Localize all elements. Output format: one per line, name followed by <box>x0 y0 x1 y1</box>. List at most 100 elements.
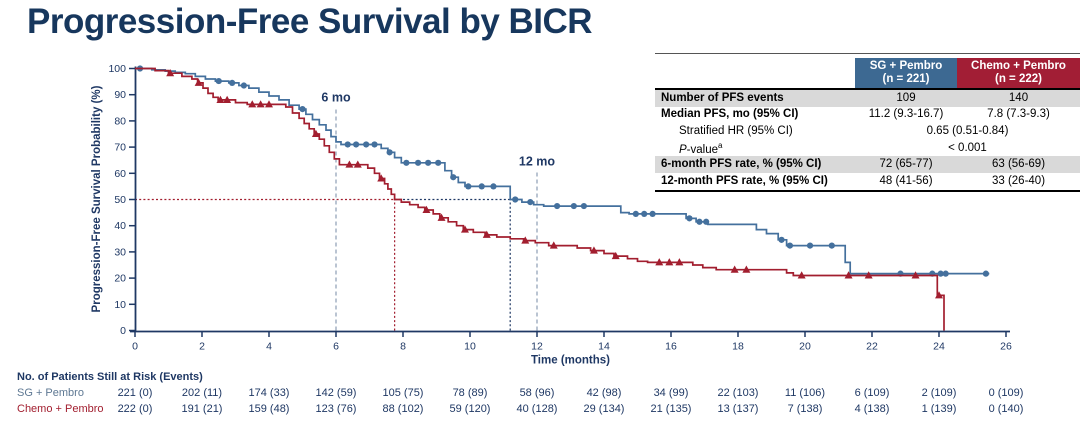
at-risk-value: 59 (120) <box>449 403 491 415</box>
stats-row: Stratified HR (95% CI) 0.65 (0.51-0.84) <box>655 123 1080 140</box>
at-risk-value: 159 (48) <box>248 403 290 415</box>
censor-mark-circle <box>942 270 949 277</box>
x-tick-label: 10 <box>464 341 476 353</box>
censor-mark-triangle <box>864 271 873 279</box>
y-tick-label: 90 <box>114 89 126 101</box>
censor-mark-triangle <box>353 160 362 168</box>
stats-table-body: Number of PFS events 109 140 Median PFS, mo… <box>655 90 1080 192</box>
stats-row-label: Stratified HR (95% CI) <box>679 124 793 137</box>
censor-mark-circle <box>778 236 785 243</box>
censor-mark-circle <box>450 174 457 181</box>
censor-mark-circle <box>371 141 378 148</box>
km-curve-chemo-pembro <box>135 67 945 331</box>
censor-mark-circle <box>570 202 577 210</box>
stats-value-sg: 109 <box>896 91 916 104</box>
x-tick-label: 22 <box>866 341 878 353</box>
x-tick-label: 20 <box>799 341 811 353</box>
censor-mark-triangle <box>460 225 469 233</box>
stats-row-label: 6-month PFS rate, % (95% CI) <box>661 158 822 171</box>
stats-column-header-sg: SG + Pembro (n = 221) <box>855 58 957 88</box>
censor-mark-circle <box>806 242 814 249</box>
x-tick-label: 18 <box>732 341 744 353</box>
at-risk-header: No. of Patients Still at Risk (Events) <box>17 371 203 383</box>
annotation-12mo: 12 mo <box>519 155 555 169</box>
stats-value-chemo: 63 (56-69) <box>991 158 1046 171</box>
stats-row: Median PFS, mo (95% CI) 11.2 (9.3-16.7) 7.… <box>655 107 1080 124</box>
x-tick-label: 2 <box>199 341 205 353</box>
censor-mark-triangle <box>730 265 739 273</box>
y-tick-label: 30 <box>114 246 126 258</box>
censor-mark-circle <box>299 106 306 113</box>
at-risk-group-label: SG + Pembro <box>17 387 84 399</box>
at-risk-value: 58 (96) <box>519 387 555 399</box>
x-tick-label: 24 <box>933 341 945 353</box>
at-risk-value: 1 (139) <box>921 403 957 415</box>
at-risk-value: 202 (11) <box>181 387 223 399</box>
censor-mark-circle <box>229 79 236 87</box>
y-tick-label: 20 <box>114 273 126 285</box>
censor-mark-circle <box>641 210 648 218</box>
stats-value-sg: 11.2 (9.3-16.7) <box>868 108 944 121</box>
censor-mark-circle <box>490 183 497 190</box>
km-curve-sg-pembro <box>135 67 990 275</box>
x-tick-label: 14 <box>598 341 610 353</box>
y-axis-title: Progression-Free Survival Probability (%… <box>91 85 103 312</box>
y-tick-label: 60 <box>114 168 126 180</box>
censor-mark-circle <box>240 82 247 89</box>
censor-mark-circle <box>512 196 519 203</box>
annotation-6mo: 6 mo <box>321 90 351 104</box>
censor-mark-triangle <box>311 129 320 137</box>
at-risk-value: 191 (21) <box>181 403 223 415</box>
censor-mark-circle <box>386 149 393 156</box>
at-risk-value: 22 (103) <box>717 387 759 399</box>
censor-mark-triangle <box>844 271 853 279</box>
censor-mark-triangle <box>265 100 273 108</box>
y-tick-label: 100 <box>108 63 126 75</box>
at-risk-value: 123 (76) <box>315 403 357 415</box>
censor-mark-triangle <box>675 258 684 266</box>
censor-mark-circle <box>703 218 710 225</box>
censor-mark-triangle <box>589 246 598 254</box>
at-risk-value: 88 (102) <box>382 403 424 415</box>
at-risk-value: 11 (106) <box>784 387 826 399</box>
censor-mark-triangle <box>935 291 943 299</box>
stats-value-span: < 0.001 <box>948 141 987 154</box>
y-tick-label: 70 <box>114 142 126 154</box>
censor-mark-triangle <box>223 95 232 103</box>
censor-mark-circle <box>828 242 835 249</box>
censor-mark-circle <box>435 159 442 166</box>
censor-mark-triangle <box>482 230 491 238</box>
censor-mark-circle <box>425 159 432 166</box>
censor-mark-circle <box>215 77 222 85</box>
at-risk-value: 29 (134) <box>583 403 625 415</box>
censor-mark-circle <box>982 270 990 277</box>
stats-table-header-row: SG + Pembro (n = 221) Chemo + Pembro (n = 2… <box>655 54 1080 90</box>
censor-mark-circle <box>554 202 561 210</box>
stats-value-chemo: 7.8 (7.3-9.3) <box>987 108 1050 121</box>
at-risk-row-chemo: Chemo + Pembro 222 (0) 191 (21) 159 (48) 123… <box>0 403 1080 417</box>
x-tick-label: 26 <box>1000 341 1012 353</box>
censor-mark-triangle <box>166 69 175 77</box>
x-tick-label: 4 <box>266 341 272 353</box>
at-risk-value: 221 (0) <box>117 387 153 399</box>
at-risk-value: 6 (109) <box>854 387 890 399</box>
stats-row: 6-month PFS rate, % (95% CI) 72 (65-77) 63… <box>655 156 1080 173</box>
censor-mark-circle <box>580 202 588 210</box>
censor-mark-triangle <box>345 160 354 168</box>
censor-mark-triangle <box>911 271 920 279</box>
at-risk-value: 42 (98) <box>586 387 622 399</box>
censor-mark-circle <box>478 183 485 190</box>
at-risk-row-sg: SG + Pembro 221 (0) 202 (11) 174 (33) 142 (5… <box>0 387 1080 401</box>
x-tick-label: 8 <box>400 341 406 353</box>
stats-row: P-valuea < 0.001 <box>655 140 1080 157</box>
x-tick-label: 16 <box>665 341 677 353</box>
censor-mark-triangle <box>248 100 257 108</box>
at-risk-value: 174 (33) <box>248 387 290 399</box>
at-risk-value: 40 (128) <box>516 403 558 415</box>
page-title: Progression-Free Survival by BICR <box>27 2 593 41</box>
censor-mark-circle <box>937 270 944 277</box>
y-tick-label: 40 <box>114 220 126 232</box>
stats-value-chemo: 140 <box>1008 91 1029 104</box>
at-risk-value: 105 (75) <box>382 387 424 399</box>
